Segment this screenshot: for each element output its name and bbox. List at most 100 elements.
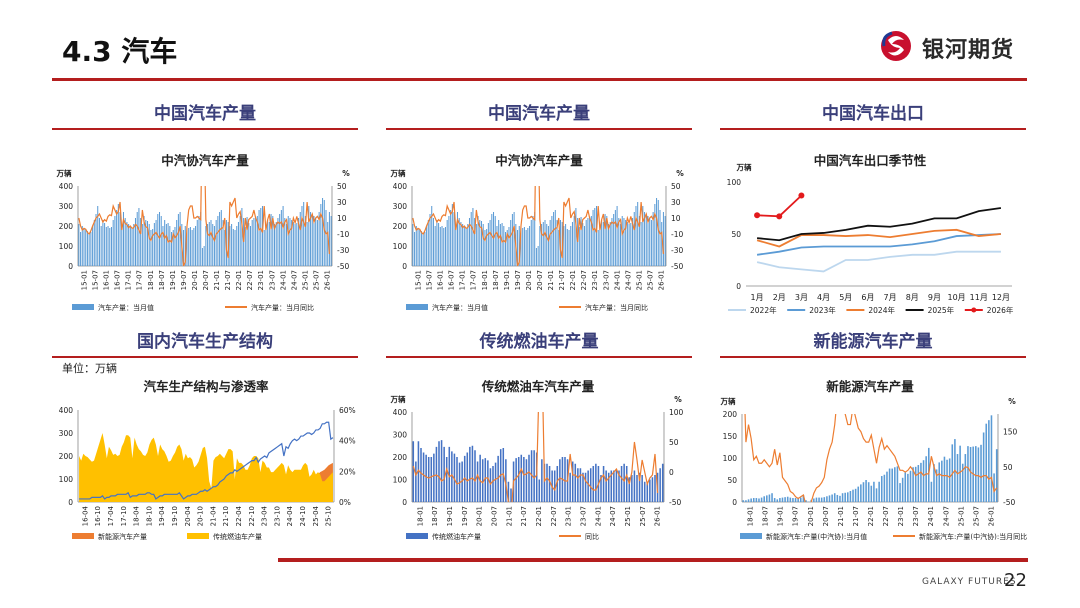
header-divider	[52, 78, 1027, 81]
bar	[494, 216, 496, 266]
bar	[93, 220, 95, 266]
bar	[195, 226, 197, 266]
bar	[641, 475, 643, 502]
x-tick-label: 22-07	[882, 506, 890, 526]
bar	[427, 457, 430, 502]
line-series-渗透率	[79, 421, 334, 500]
y2-tick-label: -50	[337, 262, 349, 271]
bar	[301, 206, 303, 266]
bar	[826, 496, 828, 502]
bar	[311, 214, 313, 266]
bar	[880, 476, 883, 502]
line-series-2026年	[757, 194, 803, 218]
x-tick-label: 24-01	[279, 270, 287, 290]
bar	[988, 420, 990, 502]
x-tick-label: 1月	[751, 293, 764, 302]
bar	[571, 222, 573, 266]
x-tick-label: 24-07	[609, 506, 617, 526]
bar	[896, 466, 899, 502]
bar	[582, 223, 584, 266]
bar	[977, 447, 980, 502]
x-tick-label: 19-04	[158, 505, 166, 526]
y-tick-label: 200	[59, 222, 74, 231]
bar	[776, 499, 779, 502]
bar	[773, 498, 776, 502]
bar	[580, 217, 582, 266]
chart-production-structure: 汽车生产结构与渗透率 0 100 200 300 400 0% 20% 40% 60% 16-04 1…	[52, 376, 358, 546]
bar	[315, 218, 317, 266]
bar	[455, 228, 457, 266]
bar	[176, 220, 178, 266]
x-tick-label: 18-10	[145, 506, 153, 526]
bar	[820, 497, 823, 502]
bar	[482, 224, 484, 266]
bar	[481, 459, 484, 502]
bar	[831, 494, 833, 502]
x-tick-label: 23-07	[268, 270, 276, 290]
bar	[742, 500, 745, 502]
line-series-汽车产量：当月同比	[412, 186, 665, 266]
bar	[507, 481, 510, 502]
bar	[236, 226, 238, 266]
bar	[469, 446, 471, 502]
y-tick-label: 400	[393, 408, 408, 417]
panel-divider-2	[386, 128, 692, 130]
x-tick-label: 22-07	[246, 270, 254, 290]
bar	[745, 500, 747, 502]
panel-divider-1	[52, 128, 358, 130]
panel-title-5: 传统燃油车产量	[479, 332, 599, 352]
bar	[484, 458, 487, 502]
y-tick-label: 150	[723, 432, 738, 441]
bar	[614, 210, 616, 266]
bar	[636, 475, 638, 502]
legend-swatch	[187, 533, 209, 539]
bar	[585, 220, 587, 266]
y2-tick-label: 50	[671, 182, 681, 191]
bar	[136, 212, 138, 266]
y-tick-label: 50	[727, 476, 737, 485]
bar	[203, 246, 205, 266]
bar	[184, 226, 186, 266]
x-tick-label: 20-07	[491, 506, 499, 526]
y2-tick-label: 10	[337, 214, 347, 223]
bar	[578, 227, 580, 266]
y-axis-unit: 万辆	[390, 168, 406, 178]
y-tick-label: 0	[402, 498, 407, 507]
bar	[554, 210, 556, 266]
bar	[959, 445, 961, 502]
page-number: 22	[1004, 570, 1027, 591]
x-tick-label: 24-01	[613, 270, 621, 290]
point	[754, 212, 761, 219]
x-tick-label: 21-07	[520, 506, 528, 526]
bar	[155, 220, 157, 266]
y2-tick-label: 100	[669, 408, 684, 417]
bar	[193, 228, 195, 266]
bar	[160, 216, 162, 266]
bar	[551, 216, 553, 266]
chart-title: 新能源汽车产量	[826, 379, 914, 394]
bar	[632, 218, 634, 266]
bar	[912, 467, 914, 502]
bar	[760, 497, 763, 502]
bar	[556, 220, 558, 266]
bar	[419, 229, 421, 266]
bar	[220, 210, 222, 266]
bar	[792, 498, 794, 502]
bar	[752, 498, 755, 502]
bar	[766, 495, 768, 502]
bar	[477, 216, 479, 266]
y2-tick-label: 150	[1003, 428, 1018, 437]
bar	[602, 222, 604, 266]
bar	[539, 226, 541, 266]
bar	[143, 216, 145, 266]
bar	[460, 222, 462, 266]
bar	[847, 492, 849, 502]
bar	[587, 470, 589, 502]
bar	[117, 204, 119, 266]
x-tick-label: 23-10	[273, 506, 281, 526]
bar	[310, 212, 312, 266]
bar	[499, 224, 501, 266]
bar	[750, 498, 752, 502]
bar	[529, 226, 531, 266]
